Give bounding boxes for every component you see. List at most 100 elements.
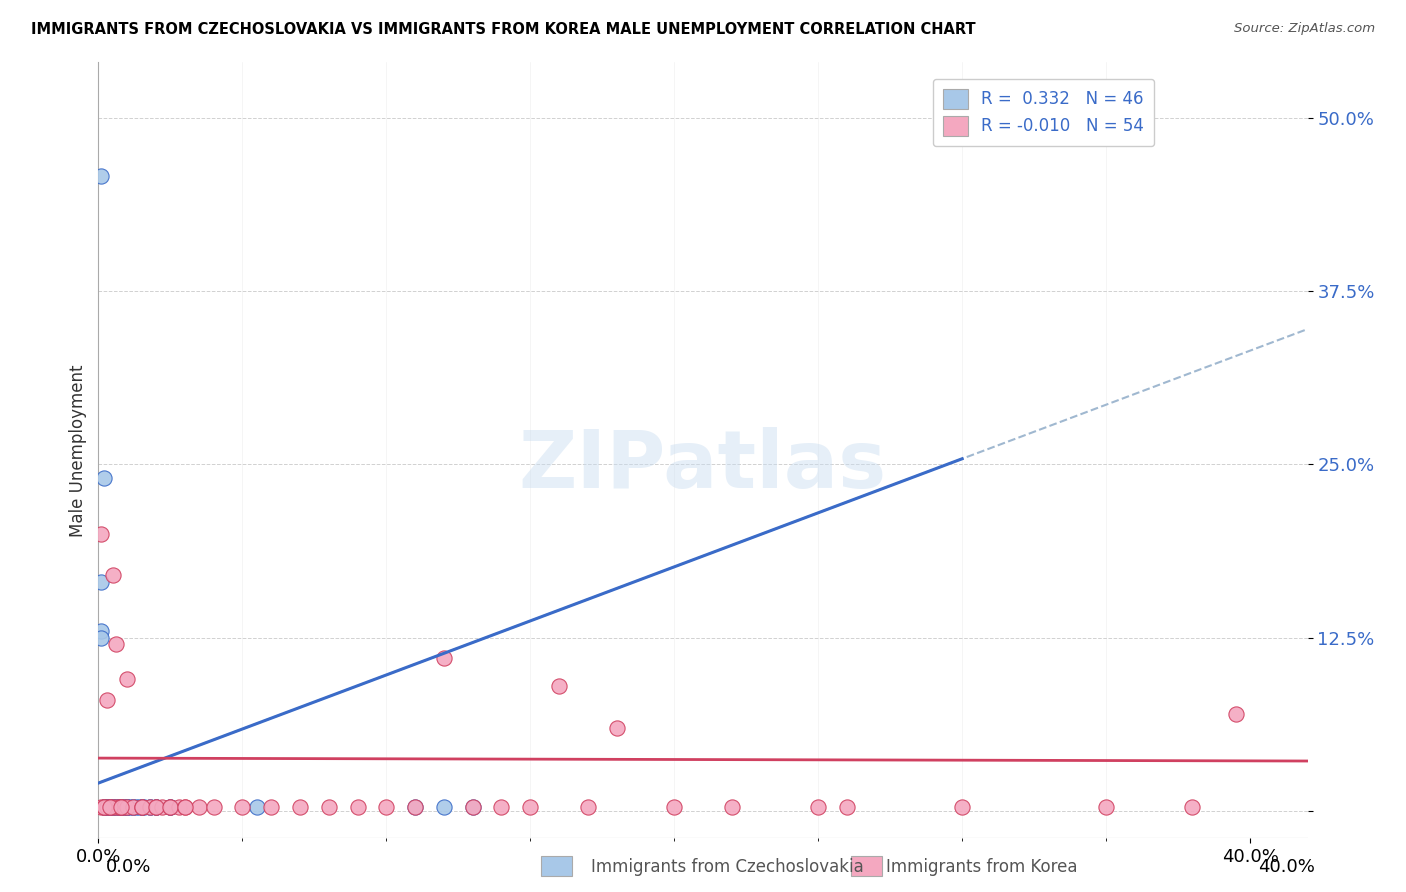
Point: [104, 799, 127, 814]
Point: [110, 799, 132, 814]
Point: [96, 693, 118, 707]
Point: [112, 799, 135, 814]
Point: [159, 799, 181, 814]
Text: Immigrants from Czechoslovakia: Immigrants from Czechoslovakia: [591, 858, 863, 876]
Point: [159, 799, 181, 814]
Text: IMMIGRANTS FROM CZECHOSLOVAKIA VS IMMIGRANTS FROM KOREA MALE UNEMPLOYMENT CORREL: IMMIGRANTS FROM CZECHOSLOVAKIA VS IMMIGR…: [31, 22, 976, 37]
Point: [98, 799, 121, 814]
Point: [115, 799, 138, 814]
Point: [491, 799, 513, 814]
Point: [101, 799, 124, 814]
Point: [93, 471, 115, 485]
Point: [835, 799, 858, 814]
Point: [96, 799, 118, 814]
Point: [461, 799, 484, 814]
Point: [125, 799, 148, 814]
Point: [107, 799, 129, 814]
Point: [145, 799, 167, 814]
Point: [461, 799, 484, 814]
Point: [131, 799, 153, 814]
Point: [104, 799, 127, 814]
Point: [98, 799, 121, 814]
Point: [150, 799, 173, 814]
Point: [107, 799, 129, 814]
Text: Source: ZipAtlas.com: Source: ZipAtlas.com: [1234, 22, 1375, 36]
Point: [548, 679, 571, 693]
Point: [159, 799, 181, 814]
Point: [90, 526, 112, 541]
Point: [112, 799, 135, 814]
Point: [115, 672, 138, 686]
Point: [404, 799, 426, 814]
Point: [139, 799, 162, 814]
Point: [131, 799, 153, 814]
Point: [1095, 799, 1118, 814]
Point: [433, 651, 456, 665]
Point: [188, 799, 211, 814]
Point: [115, 799, 138, 814]
Point: [93, 799, 115, 814]
Point: [96, 799, 118, 814]
Point: [131, 799, 153, 814]
Point: [110, 799, 132, 814]
Point: [90, 575, 112, 590]
Point: [231, 799, 253, 814]
Point: [246, 799, 269, 814]
Point: [139, 799, 162, 814]
Text: 40.0%: 40.0%: [1258, 858, 1315, 876]
Point: [145, 799, 167, 814]
Point: [122, 799, 145, 814]
Point: [93, 799, 115, 814]
Point: [101, 568, 124, 582]
Point: [128, 799, 150, 814]
Point: [346, 799, 368, 814]
Point: [576, 799, 599, 814]
Point: [122, 799, 145, 814]
Point: [145, 799, 167, 814]
Point: [606, 721, 628, 735]
Point: [720, 799, 742, 814]
Point: [807, 799, 830, 814]
Point: [173, 799, 195, 814]
Point: [120, 799, 142, 814]
Point: [145, 799, 167, 814]
Point: [96, 799, 118, 814]
Point: [110, 799, 132, 814]
Point: [1181, 799, 1204, 814]
Point: [110, 799, 132, 814]
Point: [288, 799, 311, 814]
Point: [115, 799, 138, 814]
Point: [318, 799, 340, 814]
Point: [90, 631, 112, 645]
Legend: R =  0.332   N = 46, R = -0.010   N = 54: R = 0.332 N = 46, R = -0.010 N = 54: [934, 78, 1154, 146]
Point: [90, 799, 112, 814]
Point: [167, 799, 190, 814]
Point: [1225, 706, 1247, 721]
Point: [375, 799, 398, 814]
Text: 0.0%: 0.0%: [105, 858, 150, 876]
Point: [101, 799, 124, 814]
Point: [90, 624, 112, 638]
Point: [139, 799, 162, 814]
Point: [134, 799, 156, 814]
Point: [159, 799, 181, 814]
Point: [173, 799, 195, 814]
Point: [950, 799, 973, 814]
Point: [107, 799, 129, 814]
Point: [664, 799, 686, 814]
Point: [519, 799, 541, 814]
Point: [131, 799, 153, 814]
Point: [202, 799, 225, 814]
Y-axis label: Male Unemployment: Male Unemployment: [69, 364, 87, 537]
Point: [404, 799, 426, 814]
Point: [90, 169, 112, 183]
Point: [98, 799, 121, 814]
Point: [433, 799, 456, 814]
Point: [101, 799, 124, 814]
Point: [98, 799, 121, 814]
Point: [96, 799, 118, 814]
Point: [122, 799, 145, 814]
Point: [93, 799, 115, 814]
Point: [112, 799, 135, 814]
Point: [110, 799, 132, 814]
